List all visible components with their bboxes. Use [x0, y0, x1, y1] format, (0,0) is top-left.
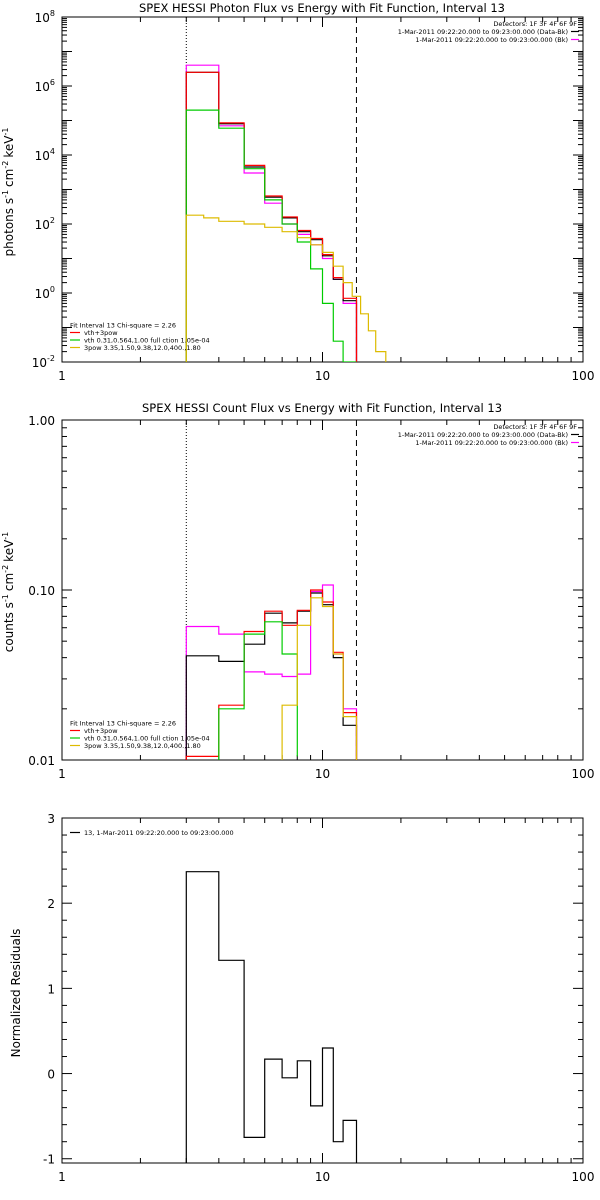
- photon-flux-y-label-exp1: -1: [1, 190, 10, 198]
- count-flux-legend-bl-text: 3pow 3.35,1.50,9.38,12.0,400.,1.80: [84, 742, 201, 750]
- count-flux-y-label-kev: keV: [2, 539, 16, 562]
- photon-flux-y-tick-base: 10: [32, 356, 47, 370]
- residuals-y-tick-label: 2: [47, 897, 55, 911]
- photon-flux-y-label-exp3: -1: [1, 128, 10, 136]
- photon-flux-y-label: photons s-1cm-2keV-1: [1, 128, 16, 257]
- photon-flux-y-tick-exponent: 2: [50, 216, 55, 225]
- count-flux-legend-bl-text: Fit Interval 13 Chi-square = 2.26: [70, 720, 176, 728]
- photon-flux-y-tick-exponent: 8: [50, 9, 55, 18]
- photon-flux-y-label-kev: keV: [2, 135, 16, 158]
- residuals-y-label: Normalized Residuals: [9, 929, 23, 1058]
- count-flux-legend-bl-text: vth 0.31,0.564,1.00 full ction 1.05e-04: [84, 735, 210, 743]
- photon-flux-y-tick-exponent: 0: [50, 285, 55, 294]
- photon-flux-y-tick-label: 108: [35, 9, 55, 25]
- residuals-y-tick-label: 0: [47, 1068, 55, 1082]
- count-flux-y-tick-label: 0.01: [28, 754, 55, 768]
- photon-flux-y-tick-base: 10: [35, 149, 50, 163]
- photon-flux-y-tick-label: 104: [35, 147, 55, 163]
- count-flux-legend-tr-text: 1-Mar-2011 09:22:20.000 to 09:23:00.000 …: [398, 431, 568, 439]
- photon-flux-x-tick-label: 100: [572, 369, 595, 383]
- photon-flux-y-tick-base: 10: [35, 218, 50, 232]
- photon-flux-y-tick-exponent: 4: [50, 147, 55, 156]
- count-flux-x-tick-label: 100: [572, 767, 595, 781]
- count-flux-legend-tr-text: 1-Mar-2011 09:22:20.000 to 09:23:00.000 …: [415, 439, 568, 447]
- residuals-series-0-line: [185, 871, 358, 1163]
- photon-flux-legend-tr-text: 1-Mar-2011 09:22:20.000 to 09:23:00.000 …: [415, 36, 568, 44]
- photon-flux-legend-tr-text: 1-Mar-2011 09:22:20.000 to 09:23:00.000 …: [398, 28, 568, 36]
- count-flux-title: SPEX HESSI Count Flux vs Energy with Fit…: [142, 401, 502, 415]
- photon-flux-x-tick-label: 1: [58, 369, 66, 383]
- photon-flux-y-label-main: photons s: [2, 198, 16, 257]
- photon-flux-series-1-line: [185, 71, 358, 362]
- photon-flux-y-tick-label: 106: [35, 78, 55, 94]
- photon-flux-panel: SPEX HESSI Photon Flux vs Energy with Fi…: [1, 1, 594, 383]
- count-flux-x-tick-label: 10: [315, 767, 330, 781]
- residuals-plot-frame: [61, 817, 584, 1164]
- count-flux-y-label: counts s-1cm-2keV-1: [1, 532, 16, 653]
- count-flux-panel: SPEX HESSI Count Flux vs Energy with Fit…: [1, 401, 594, 781]
- count-flux-y-label-main: counts s: [2, 602, 16, 652]
- residuals-panel: Normalized Residuals 1 10 100 -1 0 1 2 3 13, 1-M…: [9, 812, 594, 1184]
- count-flux-y-tick-label: 0.10: [28, 584, 55, 598]
- photon-flux-y-tick-base: 10: [35, 287, 50, 301]
- count-flux-series-2-line: [185, 589, 358, 760]
- count-flux-y-label-exp3: -1: [1, 532, 10, 540]
- photon-flux-x-tick-label: 10: [315, 369, 330, 383]
- photon-flux-series-3-line: [185, 109, 357, 362]
- photon-flux-y-tick-base: 10: [35, 80, 50, 94]
- count-flux-x-tick-label: 1: [58, 767, 66, 781]
- count-flux-y-label-exp1: -1: [1, 594, 10, 602]
- residuals-y-tick-label: 1: [47, 982, 55, 996]
- photon-flux-y-tick-label: 10-2: [32, 354, 55, 370]
- photon-flux-legend-bl-text: vth 0.31,0.564,1.00 full ction 1.05e-04: [84, 337, 210, 345]
- photon-flux-legend-tr-text: Detectors: 1F 3F 4F 6F 9F: [493, 20, 577, 28]
- count-flux-legend-tr-text: Detectors: 1F 3F 4F 6F 9F: [493, 423, 577, 431]
- photon-flux-title: SPEX HESSI Photon Flux vs Energy with Fi…: [139, 1, 505, 15]
- photon-flux-y-tick-exponent: 6: [50, 78, 55, 87]
- residuals-y-tick-label: 3: [47, 812, 55, 826]
- photon-flux-legend-bl-text: 3pow 3.35,1.50,9.38,12.0,400.,1.80: [84, 344, 201, 352]
- residuals-y-tick-label: -1: [43, 1153, 55, 1167]
- photon-flux-y-tick-exponent: -2: [47, 354, 55, 363]
- count-flux-y-label-cm: cm: [2, 573, 16, 591]
- photon-flux-y-tick-label: 102: [35, 216, 55, 232]
- photon-flux-legend-bl-text: vth+3pow: [84, 329, 118, 337]
- count-flux-legend-bl-text: vth+3pow: [84, 727, 118, 735]
- residuals-x-tick-label: 100: [572, 1170, 595, 1184]
- residuals-x-tick-label: 1: [58, 1170, 66, 1184]
- photon-flux-y-label-cm: cm: [2, 169, 16, 187]
- count-flux-y-label-exp2: -2: [1, 565, 10, 573]
- count-flux-series-4-line: [281, 597, 358, 760]
- photon-flux-series-4-line: [185, 214, 387, 362]
- photon-flux-series-2-line: [185, 71, 358, 362]
- count-flux-series-1-line: [185, 592, 358, 760]
- photon-flux-legend-bl-text: Fit Interval 13 Chi-square = 2.26: [70, 322, 176, 330]
- photon-flux-y-tick-base: 10: [35, 11, 50, 25]
- count-flux-y-tick-label: 1.00: [28, 414, 55, 428]
- count-flux-series-3-line: [218, 621, 298, 760]
- photon-flux-plot-frame: [61, 16, 584, 363]
- residuals-x-tick-label: 10: [315, 1170, 330, 1184]
- photon-flux-y-label-exp2: -2: [1, 161, 10, 169]
- residuals-legend-text: 13, 1-Mar-2011 09:22:20.000 to 09:23:00.…: [84, 829, 234, 837]
- photon-flux-y-tick-label: 100: [35, 285, 55, 301]
